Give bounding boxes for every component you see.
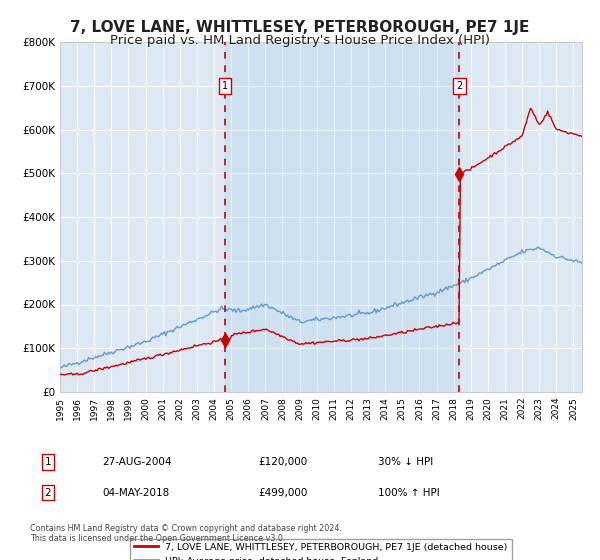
Text: £499,000: £499,000 xyxy=(258,488,307,498)
Text: 27-AUG-2004: 27-AUG-2004 xyxy=(102,457,172,467)
Text: Contains HM Land Registry data © Crown copyright and database right 2024.
This d: Contains HM Land Registry data © Crown c… xyxy=(30,524,342,543)
Text: 1: 1 xyxy=(222,81,228,91)
Text: 04-MAY-2018: 04-MAY-2018 xyxy=(102,488,169,498)
Text: 1: 1 xyxy=(44,457,52,467)
Legend: 7, LOVE LANE, WHITTLESEY, PETERBOROUGH, PE7 1JE (detached house), HPI: Average p: 7, LOVE LANE, WHITTLESEY, PETERBOROUGH, … xyxy=(130,539,512,560)
Text: 30% ↓ HPI: 30% ↓ HPI xyxy=(378,457,433,467)
Text: 2: 2 xyxy=(44,488,52,498)
Bar xyxy=(225,42,460,392)
Text: £120,000: £120,000 xyxy=(258,457,307,467)
Text: 7, LOVE LANE, WHITTLESEY, PETERBOROUGH, PE7 1JE: 7, LOVE LANE, WHITTLESEY, PETERBOROUGH, … xyxy=(70,20,530,35)
Text: 2: 2 xyxy=(457,81,463,91)
Text: Price paid vs. HM Land Registry's House Price Index (HPI): Price paid vs. HM Land Registry's House … xyxy=(110,34,490,46)
Text: 100% ↑ HPI: 100% ↑ HPI xyxy=(378,488,440,498)
